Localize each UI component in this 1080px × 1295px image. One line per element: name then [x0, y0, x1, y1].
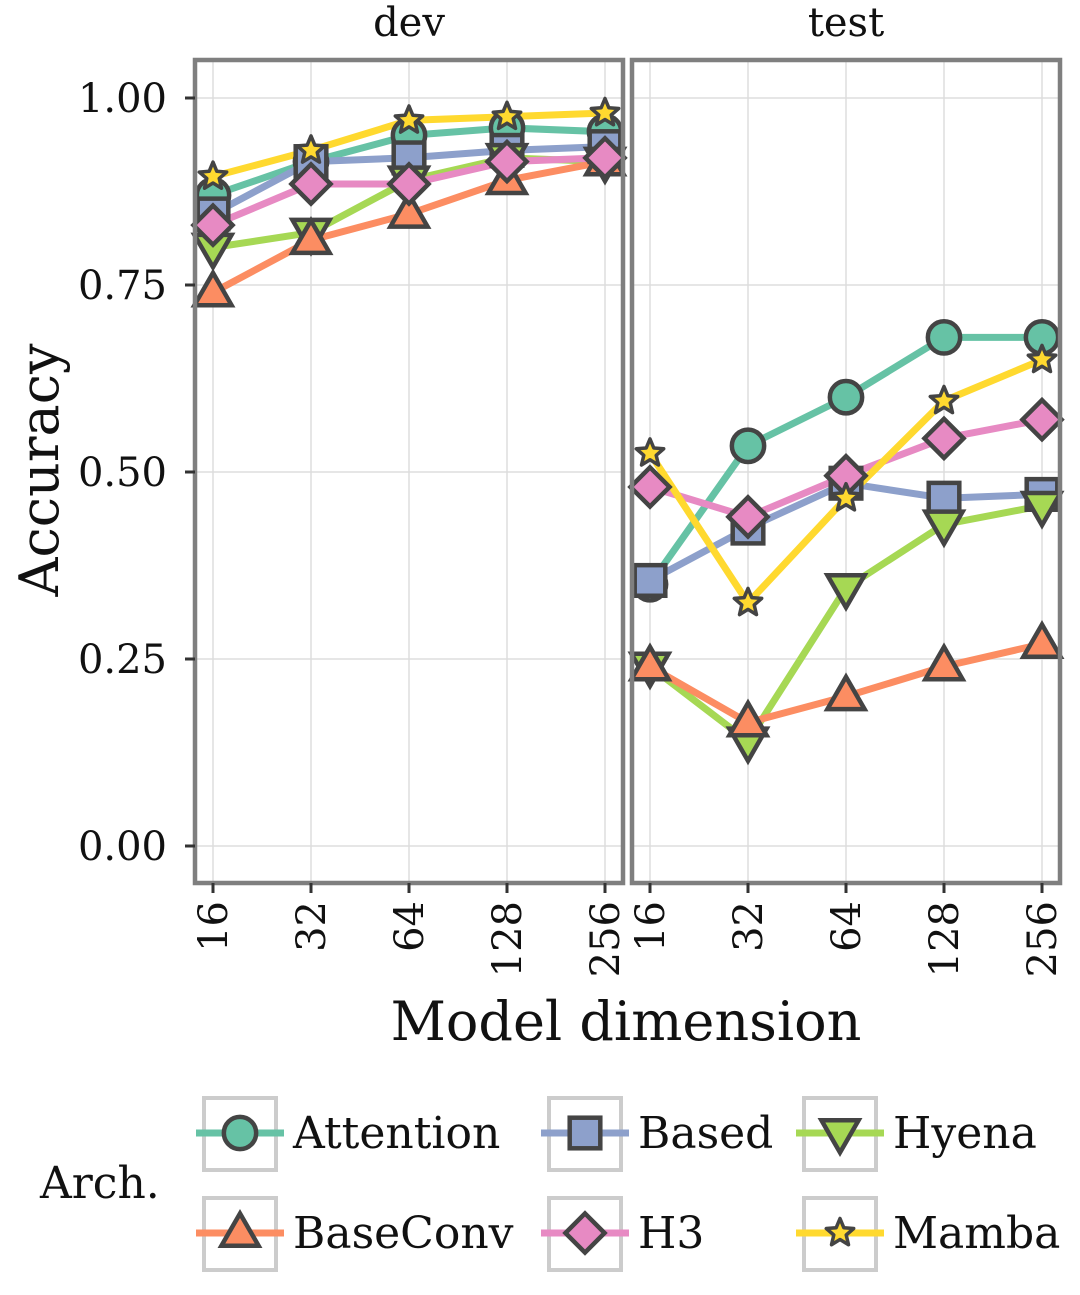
- x-tick-label: 128: [485, 901, 531, 977]
- series-points-mamba: [634, 343, 1058, 617]
- data-point-mamba: [589, 96, 621, 127]
- data-point-baseconv: [288, 216, 334, 256]
- y-tick-label: 1.00: [78, 76, 167, 122]
- data-point-mamba: [197, 160, 229, 190]
- data-point-attention: [925, 318, 963, 356]
- legend-label: Based: [638, 1108, 773, 1159]
- data-point-baseconv: [386, 189, 432, 229]
- x-axis-title: Model dimension: [391, 990, 862, 1053]
- legend-item-h3: H3: [541, 1196, 704, 1272]
- x-tick-label: 32: [726, 901, 772, 952]
- data-point-mamba: [928, 384, 960, 415]
- data-point-mamba: [491, 100, 523, 131]
- x-tick-label: 16: [191, 901, 237, 952]
- data-point-mamba: [830, 481, 862, 512]
- legend-marker-mamba: [824, 1216, 856, 1247]
- data-point-h3: [921, 415, 967, 462]
- data-point-h3: [1019, 396, 1065, 443]
- facet-test: test 16 32 64 128 256: [627, 0, 1066, 977]
- facet-label-test: test: [808, 0, 884, 46]
- data-point-baseconv: [823, 672, 869, 712]
- legend-item-baseconv: BaseConv: [196, 1196, 514, 1272]
- data-point-attention: [827, 378, 865, 416]
- data-point-mamba: [1026, 343, 1058, 374]
- data-point-h3: [386, 161, 432, 207]
- data-point-h3: [288, 161, 334, 207]
- data-point-h3: [582, 135, 628, 181]
- legend-title: Arch.: [39, 1158, 160, 1209]
- y-tick-label: 0.50: [78, 450, 167, 496]
- legend-label: Mamba: [893, 1208, 1060, 1259]
- legend: Attention Based Hyena BaseConv H3 Mamba: [196, 1096, 1060, 1272]
- data-point-h3: [190, 202, 236, 248]
- series-points-h3: [627, 396, 1065, 540]
- x-tick-label: 64: [824, 901, 870, 952]
- data-point-h3: [627, 464, 673, 510]
- legend-marker-hyena: [817, 1118, 863, 1158]
- legend-marker-based: [567, 1115, 603, 1151]
- x-tick-label: 128: [922, 901, 968, 977]
- legend-label: H3: [638, 1208, 704, 1259]
- data-point-hyena: [921, 509, 967, 549]
- data-point-mamba: [732, 586, 764, 617]
- legend-item-mamba: Mamba: [796, 1196, 1060, 1272]
- legend-marker-h3: [562, 1210, 608, 1256]
- data-point-h3: [725, 494, 771, 540]
- x-tick-label: 64: [387, 901, 433, 952]
- y-axis-title: Accuracy: [8, 343, 71, 598]
- data-point-mamba: [634, 437, 666, 467]
- data-point-hyena: [823, 572, 869, 612]
- series-points-baseconv: [627, 619, 1065, 738]
- series-points-mamba: [197, 96, 621, 190]
- legend-label: BaseConv: [293, 1208, 514, 1259]
- data-point-baseconv: [921, 642, 967, 682]
- y-tick-label: 0.00: [78, 824, 167, 870]
- data-point-baseconv: [190, 268, 236, 308]
- legend-marker-attention: [221, 1114, 259, 1152]
- legend-label: Hyena: [893, 1108, 1037, 1159]
- facet-dev: dev 16 32 64 128 256 0.00 0.25 0.50 0.75 1.00: [78, 0, 629, 977]
- data-point-mamba: [393, 104, 425, 134]
- data-point-based: [632, 562, 668, 599]
- data-point-based: [926, 480, 962, 516]
- y-tick-label: 0.75: [78, 263, 167, 309]
- facet-panels: dev 16 32 64 128 256 0.00 0.25 0.50 0.75 1.00 test 1…: [78, 0, 1066, 977]
- legend-marker-baseconv: [217, 1208, 263, 1248]
- y-tick-label: 0.25: [78, 637, 167, 683]
- data-point-hyena: [1019, 490, 1065, 530]
- legend-item-hyena: Hyena: [796, 1096, 1037, 1172]
- data-point-attention: [729, 427, 767, 465]
- x-tick-label: 256: [583, 901, 629, 977]
- x-tick-label: 32: [289, 901, 335, 952]
- data-point-baseconv: [1019, 619, 1065, 659]
- x-tick-label: 256: [1020, 901, 1066, 977]
- x-tick-label: 16: [628, 901, 674, 952]
- data-point-h3: [484, 138, 530, 185]
- data-point-baseconv: [725, 698, 771, 738]
- facet-label-dev: dev: [373, 0, 445, 46]
- series-points-attention: [631, 318, 1061, 603]
- series-points-h3: [190, 135, 628, 248]
- legend-item-attention: Attention: [196, 1096, 500, 1172]
- legend-label: Attention: [292, 1108, 500, 1159]
- data-point-baseconv: [627, 642, 673, 682]
- legend-item-based: Based: [541, 1096, 773, 1172]
- data-point-mamba: [295, 134, 327, 164]
